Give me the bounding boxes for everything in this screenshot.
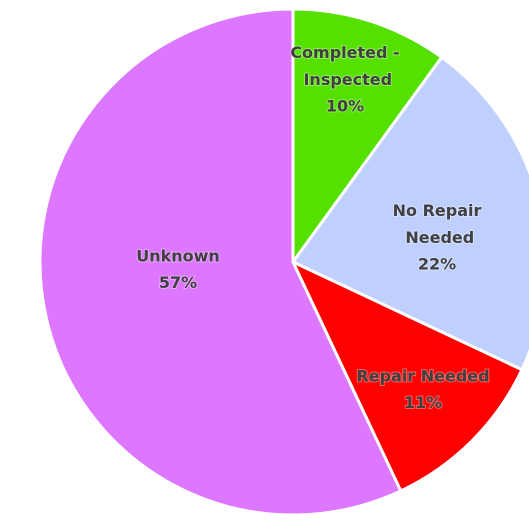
- slice-label-line: Inspected: [298, 70, 392, 89]
- slice-label: No Repair Needed: [393, 201, 482, 247]
- slice-label-line: No Repair: [393, 201, 482, 220]
- slice-label: Completed - Inspected: [290, 43, 399, 89]
- pie-slice: [38, 7, 403, 517]
- pie-slice: [290, 55, 529, 372]
- slice-label-line: Repair Needed: [356, 366, 489, 385]
- slice-label: Unknown: [136, 246, 220, 265]
- slice-label-line: Needed: [400, 228, 474, 247]
- slice-value-label: 11%: [404, 393, 442, 412]
- slice-value-label: 22%: [418, 255, 456, 274]
- slice-label-line: Unknown: [136, 246, 220, 265]
- pie-slice: [291, 7, 444, 267]
- slice-value-label: 57%: [159, 273, 197, 292]
- slice-label-line: Completed -: [290, 43, 399, 62]
- pie-slice: [289, 258, 524, 493]
- slice-value-label: 10%: [326, 97, 364, 116]
- slice-label: Repair Needed: [356, 366, 489, 385]
